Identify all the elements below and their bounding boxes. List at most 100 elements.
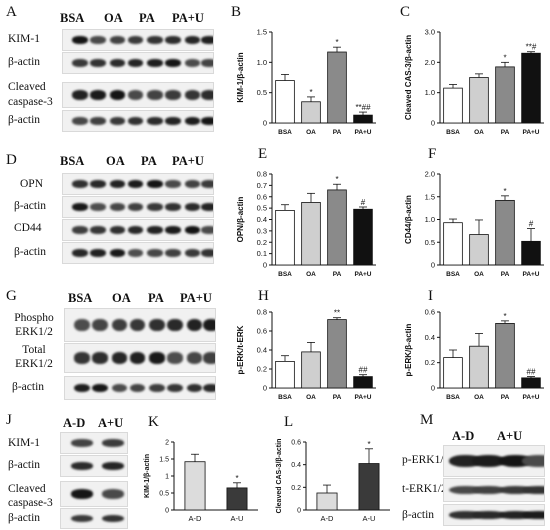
bar bbox=[469, 345, 489, 389]
bar-chart-b: 0 0.5 1.0 1.5 KIM-1/β-actin BSA OA * PA * PA+U **## bbox=[236, 28, 376, 136]
y-tick-label: 1.5 bbox=[159, 457, 169, 464]
protein-band bbox=[70, 514, 93, 523]
blot-label: KIM-1 bbox=[8, 33, 40, 45]
protein-band bbox=[90, 203, 106, 211]
y-tick-label: 0.2 bbox=[257, 365, 267, 374]
protein-band bbox=[127, 226, 144, 234]
protein-band bbox=[72, 59, 88, 67]
protein-band bbox=[92, 352, 108, 364]
western-blot-strip bbox=[62, 242, 214, 264]
western-blot-strip bbox=[62, 29, 214, 51]
protein-band bbox=[499, 485, 533, 495]
x-tick-label: PA+U bbox=[522, 129, 539, 136]
protein-band bbox=[149, 383, 165, 393]
protein-band bbox=[90, 180, 106, 188]
blot-label: CD44 bbox=[14, 222, 42, 234]
western-blot-strip bbox=[60, 455, 128, 477]
y-tick-label: 0 bbox=[431, 384, 435, 393]
bar-chart-f: 0 0.5 1.0 1.5 2.0 CD44/β-actin BSA OA PA * PA+U # bbox=[404, 170, 544, 278]
protein-band bbox=[109, 226, 126, 234]
y-tick-label: 0.2 bbox=[291, 485, 301, 492]
x-tick-label: PA+U bbox=[522, 271, 539, 278]
y-tick-label: 0 bbox=[431, 261, 435, 270]
y-axis-title: Cleaved CAS-3/β-actin bbox=[404, 35, 413, 120]
y-tick-label: 0.2 bbox=[425, 358, 435, 367]
protein-band bbox=[165, 180, 181, 188]
protein-band bbox=[111, 352, 128, 364]
protein-band bbox=[109, 203, 126, 211]
bar bbox=[327, 189, 347, 266]
protein-band bbox=[449, 511, 483, 519]
western-blot-strip bbox=[443, 445, 545, 477]
protein-band bbox=[201, 59, 213, 67]
y-tick-label: 0.8 bbox=[257, 308, 267, 317]
y-tick-label: 0.6 bbox=[291, 440, 301, 447]
protein-band bbox=[111, 383, 128, 393]
x-tick-label: PA+U bbox=[522, 394, 539, 401]
protein-band bbox=[127, 203, 144, 211]
protein-band bbox=[72, 36, 88, 44]
protein-band bbox=[90, 117, 106, 125]
protein-band bbox=[101, 514, 124, 523]
western-blot-strip bbox=[62, 110, 214, 132]
y-tick-label: 1.0 bbox=[257, 58, 267, 67]
blot-label: β-actin bbox=[12, 381, 45, 393]
protein-band bbox=[201, 117, 213, 125]
western-blot-strip bbox=[64, 343, 216, 373]
bar bbox=[301, 202, 321, 266]
protein-band bbox=[109, 249, 126, 257]
significance-label: * bbox=[335, 38, 338, 47]
blot-label: KIM-1 bbox=[8, 437, 40, 449]
x-tick-label: OA bbox=[306, 271, 316, 278]
x-tick-label: BSA bbox=[446, 271, 460, 278]
bar-chart-l: 0 0.2 0.4 0.6 Cleaved CAS-3/β-actin A-D A-U * bbox=[276, 439, 390, 523]
blot-label: β-actin bbox=[8, 459, 41, 471]
protein-band bbox=[165, 59, 181, 67]
y-tick-label: 2.0 bbox=[425, 170, 435, 179]
y-tick-label: 0.4 bbox=[257, 215, 267, 224]
blot-label: OPN bbox=[20, 178, 44, 190]
protein-band bbox=[127, 249, 144, 257]
western-blot-strip bbox=[62, 173, 214, 195]
protein-band bbox=[129, 383, 146, 393]
significance-label: **## bbox=[355, 103, 371, 112]
significance-label: ** bbox=[334, 309, 340, 318]
bar-chart-k: 0 0.5 1 1.5 2 KIM-1/β-actin A-D A-U * bbox=[144, 440, 258, 523]
protein-band bbox=[129, 318, 146, 332]
protein-band bbox=[74, 383, 90, 393]
blot-label: Total ERK1/2 bbox=[15, 344, 53, 370]
lane-label-bsa: BSA bbox=[60, 11, 85, 25]
protein-band bbox=[127, 180, 144, 188]
bar bbox=[353, 208, 373, 266]
protein-band bbox=[165, 90, 181, 100]
bar bbox=[353, 114, 373, 124]
bar bbox=[495, 322, 515, 389]
y-tick-label: 1 bbox=[165, 474, 169, 481]
protein-band bbox=[72, 90, 88, 100]
y-tick-label: 1.0 bbox=[425, 88, 435, 97]
x-tick-label: PA bbox=[501, 271, 510, 278]
y-tick-label: 0.2 bbox=[257, 238, 267, 247]
significance-label: * bbox=[367, 440, 370, 449]
y-tick-label: 1.0 bbox=[425, 215, 435, 224]
bar bbox=[358, 463, 380, 511]
y-tick-label: 0.5 bbox=[425, 238, 435, 247]
western-blot-strip bbox=[60, 508, 128, 529]
x-tick-label: A-D bbox=[321, 514, 335, 523]
y-axis-title: CD44/β-actin bbox=[404, 195, 413, 244]
protein-band bbox=[147, 180, 163, 188]
protein-band bbox=[72, 203, 88, 211]
significance-label: # bbox=[361, 198, 366, 207]
x-tick-label: PA bbox=[333, 129, 342, 136]
y-tick-label: 2 bbox=[165, 440, 169, 447]
protein-band bbox=[127, 59, 144, 67]
lane-label-pa-u: PA+U bbox=[180, 291, 212, 305]
lane-label-oa: OA bbox=[104, 11, 123, 25]
protein-band bbox=[203, 383, 215, 393]
blot-label: β-actin bbox=[8, 114, 41, 126]
protein-band bbox=[109, 90, 126, 100]
bar bbox=[443, 87, 463, 124]
y-axis-title: Cleaved CAS-3/β-actin bbox=[276, 439, 283, 514]
bar bbox=[301, 101, 321, 124]
protein-band bbox=[186, 352, 203, 364]
